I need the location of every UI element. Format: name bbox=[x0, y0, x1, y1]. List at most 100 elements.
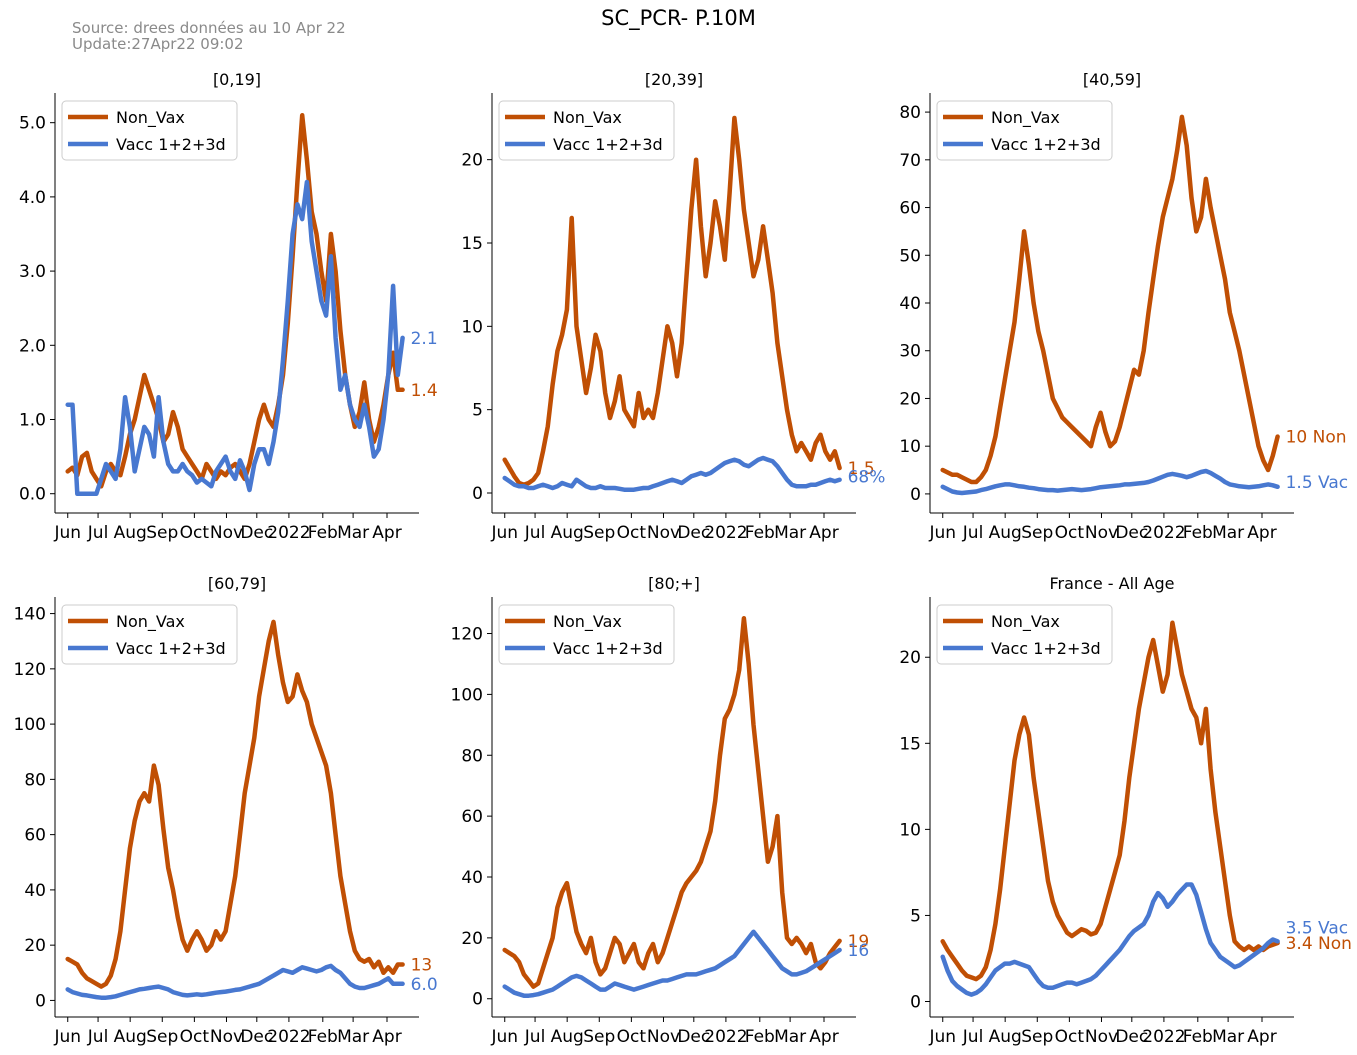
x-tick-label: 2022 bbox=[704, 1027, 747, 1047]
y-tick-label: 15 bbox=[899, 734, 921, 754]
legend: Non_Vax Vacc 1+2+3d bbox=[498, 100, 675, 161]
non-vax-line bbox=[65, 113, 405, 489]
x-tick-label: Jul bbox=[962, 523, 984, 543]
x-tick-label: Jun bbox=[490, 523, 518, 543]
legend: Non_Vax Vacc 1+2+3d bbox=[498, 604, 675, 665]
vacc-line bbox=[940, 468, 1280, 496]
legend-entry: Non_Vax bbox=[553, 108, 622, 128]
x-tick-label: Aug bbox=[989, 523, 1022, 543]
x-tick-label: Mar bbox=[337, 523, 369, 543]
y-tick-label: 10 bbox=[899, 437, 921, 457]
y-tick-label: 5 bbox=[910, 906, 921, 926]
y-tick-label: 0 bbox=[472, 484, 483, 504]
y-tick-label: 40 bbox=[24, 881, 46, 901]
vacc-end-label: 16 bbox=[848, 941, 870, 961]
vacc-line bbox=[65, 963, 405, 1000]
x-tick-label: Dec bbox=[240, 523, 273, 543]
vacc-end-label: 68% bbox=[848, 467, 886, 487]
y-tick-label: 5 bbox=[472, 401, 483, 421]
x-tick-label: Oct bbox=[180, 523, 210, 543]
source-text: Source: drees données au 10 Apr 22 Updat… bbox=[72, 20, 346, 52]
y-tick-label: 140 bbox=[14, 605, 46, 625]
x-tick-label: 2022 bbox=[1142, 1027, 1185, 1047]
y-tick-label: 0 bbox=[910, 993, 921, 1013]
y-tick-label: 60 bbox=[899, 199, 921, 219]
subplot-2: [20,39] 0 5 10 15 20 Jun Jul Aug Sep Oct NovDec2022… bbox=[461, 70, 885, 543]
legend-entry: Vacc 1+2+3d bbox=[116, 639, 226, 658]
x-tick-label: Feb bbox=[745, 1027, 775, 1047]
vacc-line bbox=[502, 455, 842, 492]
x-tick-label: Jul bbox=[962, 1027, 984, 1047]
legend-entry: Vacc 1+2+3d bbox=[116, 135, 226, 154]
y-tick-label: 2.0 bbox=[19, 336, 46, 356]
x-tick-label: Jun bbox=[928, 523, 956, 543]
x-tick-label: Sep bbox=[583, 1027, 615, 1047]
x-tick-label: Sep bbox=[583, 523, 615, 543]
non-vax-line bbox=[502, 616, 842, 989]
x-tick-label: Mar bbox=[1212, 1027, 1244, 1047]
x-tick-label: Sep bbox=[1021, 1027, 1053, 1047]
subplot-title: [20,39] bbox=[645, 70, 703, 89]
x-tick-label: Jun bbox=[53, 1027, 81, 1047]
y-tick-label: 0 bbox=[35, 991, 46, 1011]
x-tick-label: Feb bbox=[1183, 523, 1213, 543]
x-tick-label: Sep bbox=[146, 1027, 178, 1047]
x-tick-label: Feb bbox=[308, 1027, 338, 1047]
x-tick-label: Nov bbox=[647, 523, 680, 543]
x-tick-label: Nov bbox=[210, 1027, 243, 1047]
legend-entry: Vacc 1+2+3d bbox=[991, 135, 1101, 154]
legend-entry: Non_Vax bbox=[553, 612, 622, 632]
x-tick-label: Apr bbox=[1247, 1027, 1276, 1047]
vacc-end-label: 6.0 bbox=[411, 975, 438, 995]
x-tick-label: Oct bbox=[617, 1027, 647, 1047]
y-tick-label: 20 bbox=[899, 648, 921, 668]
y-tick-label: 80 bbox=[24, 770, 46, 790]
x-tick-label: Sep bbox=[1021, 523, 1053, 543]
x-tick-label: 2022 bbox=[267, 1027, 310, 1047]
x-tick-label: Apr bbox=[1247, 523, 1276, 543]
legend-entry: Vacc 1+2+3d bbox=[991, 639, 1101, 658]
y-tick-label: 0.0 bbox=[19, 485, 46, 505]
x-tick-label: Apr bbox=[372, 1027, 401, 1047]
y-tick-label: 4.0 bbox=[19, 188, 46, 208]
y-tick-label: 15 bbox=[461, 234, 483, 254]
x-tick-label: Dec bbox=[677, 1027, 710, 1047]
x-tick-label: Mar bbox=[337, 1027, 369, 1047]
x-tick-label: Nov bbox=[647, 1027, 680, 1047]
x-tick-label: Feb bbox=[308, 523, 338, 543]
non-vax-end-label: 3.4 Non bbox=[1286, 934, 1352, 954]
legend-entry: Non_Vax bbox=[991, 612, 1060, 632]
x-tick-label: Feb bbox=[745, 523, 775, 543]
y-tick-label: 20 bbox=[461, 151, 483, 171]
x-tick-label: Oct bbox=[180, 1027, 210, 1047]
non-vax-line bbox=[940, 620, 1280, 982]
y-tick-label: 0 bbox=[472, 990, 483, 1010]
vacc-line bbox=[502, 929, 842, 998]
subplot-5: [80;+] 0 20 40 60 80 100 120 Jun Jul Aug Sep Oct NovD… bbox=[451, 574, 870, 1047]
y-tick-label: 60 bbox=[461, 807, 483, 827]
y-tick-label: 70 bbox=[899, 151, 921, 171]
y-tick-label: 80 bbox=[899, 103, 921, 123]
x-tick-label: Jun bbox=[928, 1027, 956, 1047]
non-vax-line bbox=[65, 619, 405, 989]
figure-title: SC_PCR- P.10M bbox=[601, 6, 756, 30]
source-line: Source: drees données au 10 Apr 22 bbox=[72, 19, 346, 37]
x-tick-label: Aug bbox=[114, 1027, 147, 1047]
y-tick-label: 80 bbox=[461, 746, 483, 766]
y-tick-label: 120 bbox=[451, 625, 483, 645]
x-tick-label: Dec bbox=[677, 523, 710, 543]
y-tick-label: 0 bbox=[910, 485, 921, 505]
vacc-end-label: 2.1 bbox=[411, 329, 438, 349]
y-tick-label: 40 bbox=[899, 294, 921, 314]
x-tick-label: Apr bbox=[372, 523, 401, 543]
x-tick-label: Nov bbox=[210, 523, 243, 543]
non-vax-end-label: 13 bbox=[411, 956, 433, 976]
x-tick-label: Oct bbox=[1055, 1027, 1085, 1047]
y-tick-label: 30 bbox=[899, 342, 921, 362]
legend: Non_Vax Vacc 1+2+3d bbox=[936, 100, 1113, 161]
x-tick-label: Aug bbox=[114, 523, 147, 543]
y-tick-label: 3.0 bbox=[19, 262, 46, 282]
